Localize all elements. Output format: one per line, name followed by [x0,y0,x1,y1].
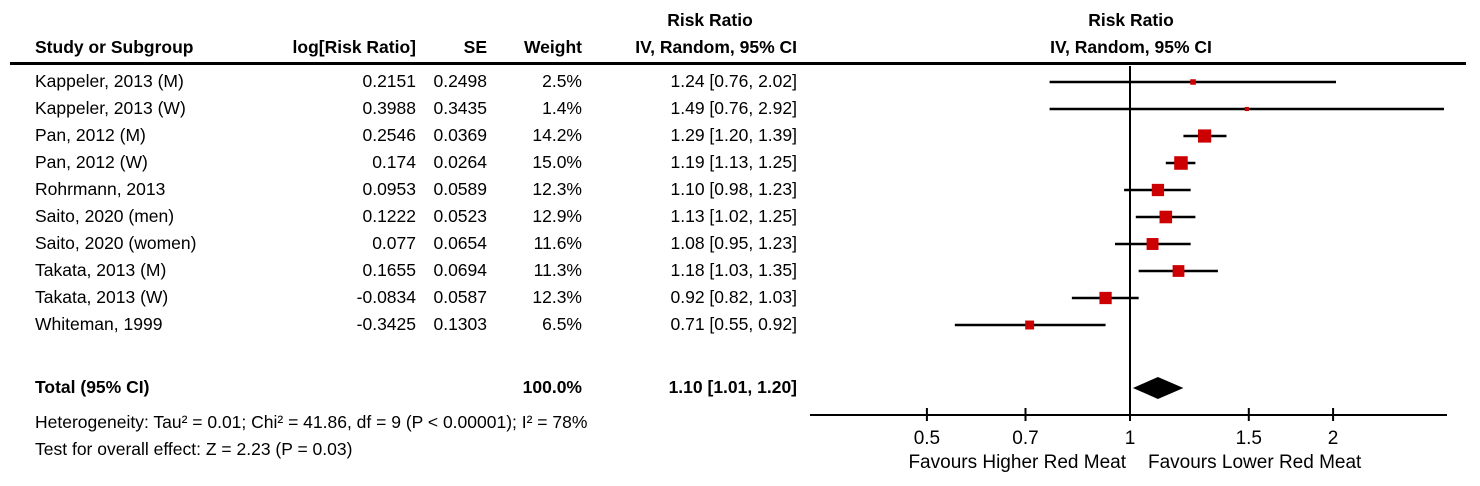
table-row: Whiteman, 1999 -0.3425 0.1303 6.5% 0.71 [0.5… [0,311,1480,338]
study-name: Pan, 2012 (M) [35,125,146,145]
estimate-value: 0.92 [0.82, 1.03] [670,287,798,307]
effect-square [1172,265,1185,277]
plot-subtitle: IV, Random, 95% CI [1050,37,1212,57]
effect-square [1159,210,1173,224]
table-row: Pan, 2012 (W) 0.174 0.0264 15.0% 1.19 [1.13,… [0,149,1480,176]
col-header-study: Study or Subgroup [35,37,194,57]
table-row: Kappeler, 2013 (M) 0.2151 0.2498 2.5% 1.24 [… [0,68,1480,95]
se-value: 0.0654 [433,233,487,253]
log-risk-ratio-value: -0.0834 [356,287,416,307]
se-value: 0.0587 [433,287,487,307]
log-risk-ratio-value: 0.1222 [362,206,416,226]
axis-tick-label: 1.5 [1236,428,1262,449]
weight-value: 1.4% [542,98,582,118]
table-row: Takata, 2013 (M) 0.1655 0.0694 11.3% 1.18 [1… [0,257,1480,284]
log-risk-ratio-value: 0.174 [372,152,416,172]
study-name: Rohrmann, 2013 [35,179,166,199]
estimate-value: 1.29 [1.20, 1.39] [670,125,798,145]
table-row: Saito, 2020 (women) 0.077 0.0654 11.6% 1.08 … [0,230,1480,257]
table-row: Rohrmann, 2013 0.0953 0.0589 12.3% 1.10 [0.9… [0,176,1480,203]
se-value: 0.3435 [433,98,487,118]
table-row: Takata, 2013 (W) -0.0834 0.0587 12.3% 0.92 [… [0,284,1480,311]
se-value: 0.0694 [433,260,487,280]
effect-square [1190,79,1196,85]
study-name: Saito, 2020 (women) [35,233,197,253]
effect-square [1244,106,1249,112]
log-risk-ratio-value: 0.0953 [362,179,416,199]
stat-column-title: Risk Ratio [667,10,753,30]
log-risk-ratio-value: 0.3988 [362,98,416,118]
axis-tick-label: 1 [1125,428,1136,449]
weight-value: 2.5% [542,71,582,91]
axis-tick-label: 0.7 [1012,428,1038,449]
table-row: Pan, 2012 (M) 0.2546 0.0369 14.2% 1.29 [1.20… [0,122,1480,149]
log-risk-ratio-value: -0.3425 [356,314,416,334]
se-value: 0.2498 [433,71,487,91]
effect-square [1151,183,1165,197]
effect-square [1198,129,1212,143]
table-row: Kappeler, 2013 (W) 0.3988 0.3435 1.4% 1.49 [… [0,95,1480,122]
study-name: Takata, 2013 (W) [35,287,169,307]
favours-right-label: Favours Lower Red Meat [1148,452,1362,473]
weight-value: 12.3% [532,287,582,307]
se-value: 0.0523 [433,206,487,226]
plot-title: Risk Ratio [1088,10,1174,30]
total-row: Total (95% CI) 100.0% 1.10 [1.01, 1.20] [0,374,1480,401]
table-row: Saito, 2020 (men) 0.1222 0.0523 12.9% 1.13 [… [0,203,1480,230]
study-name: Kappeler, 2013 (M) [35,71,184,91]
heterogeneity-text: Heterogeneity: Tau² = 0.01; Chi² = 41.86… [35,412,588,432]
se-value: 0.1303 [433,314,487,334]
effect-square [1025,320,1035,330]
se-value: 0.0264 [433,152,487,172]
log-risk-ratio-value: 0.1655 [362,260,416,280]
effect-square [1099,291,1112,305]
log-risk-ratio-value: 0.077 [372,233,416,253]
log-risk-ratio-value: 0.2151 [362,71,416,91]
col-header-weight: Weight [523,37,582,57]
study-name: Saito, 2020 (men) [35,206,175,226]
weight-value: 12.3% [532,179,582,199]
weight-value: 11.6% [533,233,582,253]
total-weight: 100.0% [522,377,582,397]
weight-value: 14.2% [532,125,582,145]
estimate-value: 1.13 [1.02, 1.25] [670,206,798,226]
se-value: 0.0589 [433,179,487,199]
effect-square [1174,156,1188,170]
total-estimate: 1.10 [1.01, 1.20] [668,377,797,397]
header-rule [10,62,1466,65]
study-name: Pan, 2012 (W) [35,152,148,172]
summary-diamond [1132,377,1184,399]
weight-value: 6.5% [542,314,582,334]
se-value: 0.0369 [433,125,487,145]
estimate-value: 1.49 [0.76, 2.92] [670,98,798,118]
axis-tick-label: 0.5 [914,428,940,449]
weight-value: 12.9% [532,206,582,226]
favours-left-label: Favours Higher Red Meat [908,452,1126,473]
weight-value: 15.0% [532,152,582,172]
axis-tick-label: 2 [1328,428,1339,449]
study-name: Whiteman, 1999 [35,314,163,334]
estimate-value: 1.08 [0.95, 1.23] [670,233,798,253]
overall-effect-text: Test for overall effect: Z = 2.23 (P = 0… [35,439,353,459]
effect-square [1146,238,1159,250]
col-header-log-risk-ratio: log[Risk Ratio] [292,37,416,57]
study-name: Takata, 2013 (M) [35,260,167,280]
estimate-value: 1.10 [0.98, 1.23] [670,179,798,199]
col-header-se: SE [463,37,487,57]
log-risk-ratio-value: 0.2546 [362,125,416,145]
col-header-estimate: IV, Random, 95% CI [635,37,797,57]
estimate-value: 0.71 [0.55, 0.92] [670,314,798,334]
weight-value: 11.3% [533,260,582,280]
table-header-row: Study or Subgroup log[Risk Ratio] SE Wei… [0,33,1480,61]
estimate-value: 1.24 [0.76, 2.02] [670,71,798,91]
estimate-value: 1.18 [1.03, 1.35] [670,260,798,280]
study-rows-container: Kappeler, 2013 (M) 0.2151 0.2498 2.5% 1.24 [… [0,68,1480,338]
study-name: Kappeler, 2013 (W) [35,98,186,118]
total-label: Total (95% CI) [35,377,150,397]
estimate-value: 1.19 [1.13, 1.25] [670,152,798,172]
